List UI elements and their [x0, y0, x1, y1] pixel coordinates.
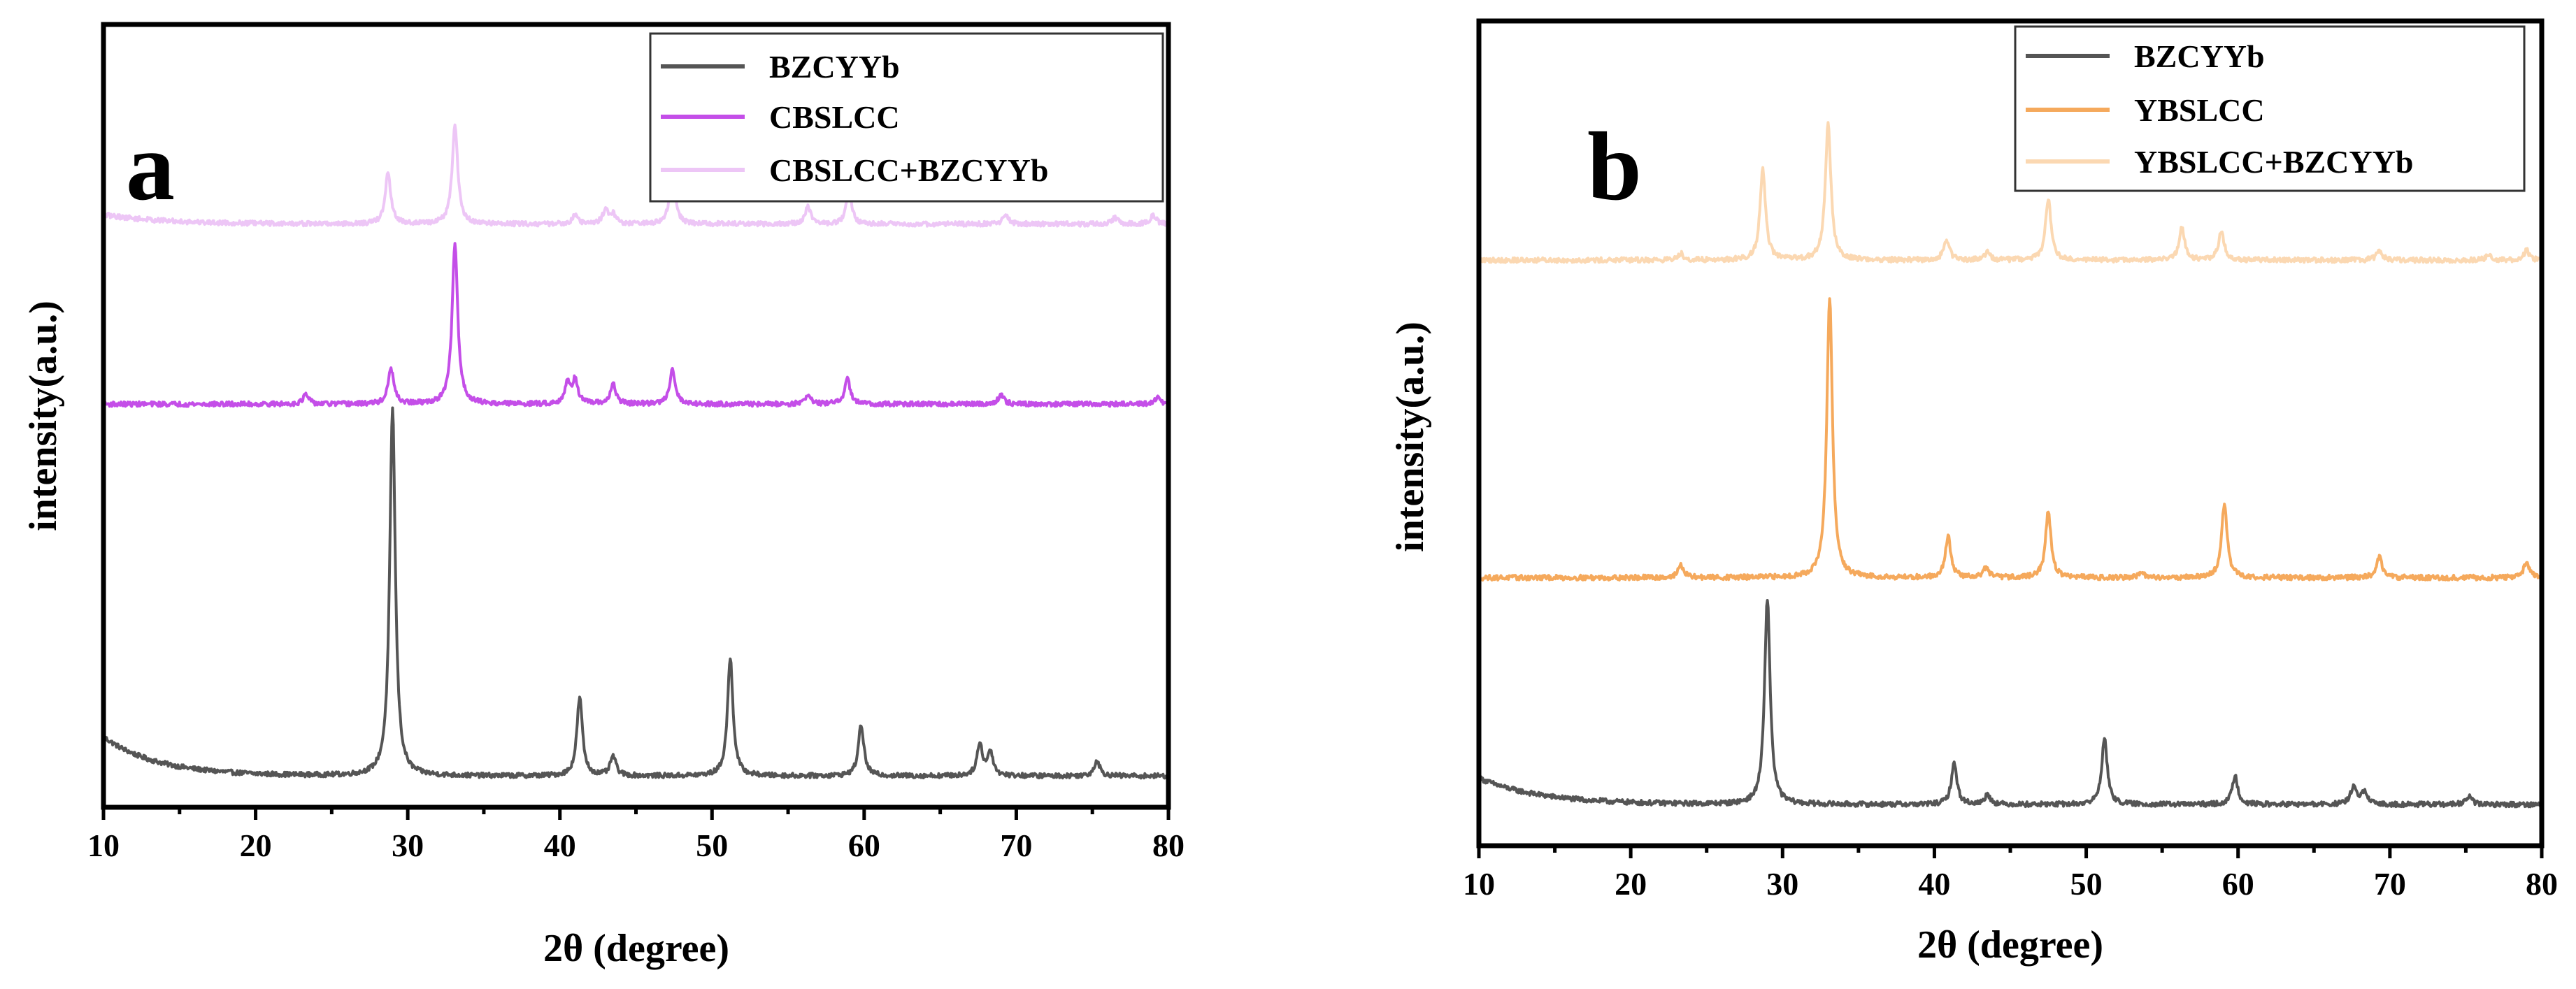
panel-a-x-tick-label-50: 50: [696, 828, 728, 863]
panel-b-x-tick-label-10: 10: [1463, 866, 1495, 902]
panel-b-x-axis: 10 20 30 40 50 60 70 80: [1463, 846, 2558, 902]
panel-a-trace-bzcyyb: [102, 406, 1169, 780]
panel-a-x-tick-label-20: 20: [240, 828, 272, 863]
panel-b-x-tick-label-40: 40: [1918, 866, 1950, 902]
panel-b-trace-ybslcc-bzcyyb: [1477, 121, 2543, 264]
legend-label-bzcyyb: BZCYYb: [769, 49, 900, 85]
legend-label-cbslcc: CBSLCC: [769, 99, 900, 135]
panel-a-x-tick-label-60: 60: [848, 828, 880, 863]
panel-a-letter: a: [126, 113, 175, 221]
legend-label-cbslcc-bzcyyb: CBSLCC+BZCYYb: [769, 152, 1048, 188]
panel-b-x-tick-label-20: 20: [1615, 866, 1647, 902]
panel-a-x-axis-title: 2θ (degree): [543, 927, 729, 970]
panel-a-x-tick-label-40: 40: [544, 828, 576, 863]
legend-label-ybslcc: YBSLCC: [2134, 92, 2265, 128]
legend-label-ybslcc-bzcyyb: YBSLCC+BZCYYb: [2134, 144, 2413, 180]
panel-a-trace-cbslcc: [102, 242, 1170, 408]
panel-a-x-tick-label-10: 10: [87, 828, 120, 863]
panel-a-traces: [102, 123, 1170, 780]
panel-b-trace-ybslcc: [1478, 297, 2543, 582]
panel-a-chart: 10 20 30 40 50 60 70 80 2θ (degree) intensity(a…: [22, 22, 1185, 970]
panel-b-traces: [1477, 121, 2543, 809]
panel-a-y-axis-title: intensity(a.u.): [22, 301, 65, 531]
panel-a-x-tick-label-30: 30: [392, 828, 424, 863]
panel-b-letter: b: [1587, 113, 1642, 221]
panel-b-y-axis-title: intensity(a.u.): [1389, 322, 1432, 552]
panel-b-x-tick-label-70: 70: [2374, 866, 2406, 902]
panel-b-x-tick-label-60: 60: [2222, 866, 2254, 902]
panel-a-x-axis: 10 20 30 40 50 60 70 80: [87, 807, 1185, 863]
panel-b-chart: 10 20 30 40 50 60 70 80 2θ (degree) intensity(a…: [1389, 18, 2558, 967]
legend-label-bzcyyb: BZCYYb: [2134, 38, 2265, 74]
panel-b-x-tick-label-50: 50: [2070, 866, 2103, 902]
panel-a-legend: BZCYYb CBSLCC CBSLCC+BZCYYb: [649, 32, 1164, 203]
panel-b-legend: BZCYYb YBSLCC YBSLCC+BZCYYb: [2014, 25, 2526, 192]
panel-a-x-tick-label-80: 80: [1152, 828, 1185, 863]
panel-b-x-tick-label-30: 30: [1766, 866, 1798, 902]
panel-a-x-tick-label-70: 70: [1000, 828, 1032, 863]
panel-b-x-axis-title: 2θ (degree): [1917, 923, 2103, 967]
panel-b-trace-bzcyyb: [1477, 599, 2543, 809]
panel-b-x-tick-label-80: 80: [2526, 866, 2558, 902]
panel-a-trace-cbslcc-bzcyyb: [103, 123, 1170, 228]
